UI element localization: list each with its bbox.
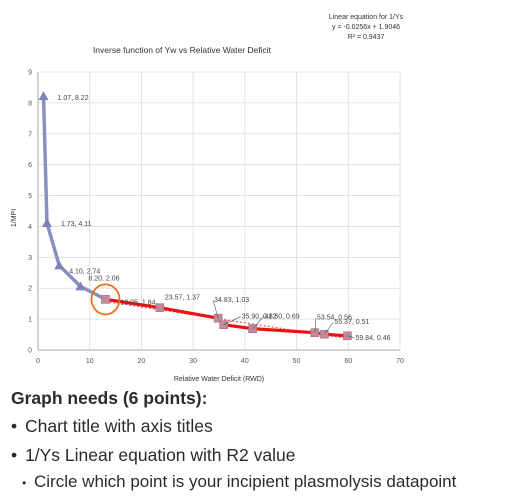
- incipient-plasmolysis-circle: [90, 283, 121, 316]
- data-label: 23.57, 1.37: [165, 295, 200, 302]
- y-tick-label: 5: [28, 193, 32, 200]
- y-tick-label: 6: [28, 162, 32, 169]
- x-tick-label: 20: [138, 358, 146, 365]
- chart: 0 1 2 3 4 5 6 7 8 9 0 10 20 30 40 50 60 70 1.07, 8.22 1.73…: [11, 14, 404, 383]
- data-point-marker: [38, 91, 49, 101]
- leader-line: [347, 335, 355, 339]
- notes-item-2: • 1/Ys Linear equation with R2 value: [11, 445, 295, 466]
- data-label: 34.83, 1.03: [214, 297, 249, 304]
- x-tick-label: 40: [241, 358, 249, 365]
- gridlines: [38, 71, 401, 350]
- notes-item-1-text: Chart title with axis titles: [25, 416, 213, 436]
- data-label: 59.84, 0.46: [355, 335, 390, 342]
- y-axis-title: 1/MPI: [11, 209, 18, 227]
- data-point-marker: [101, 295, 110, 304]
- data-label: 4.10, 2.74: [69, 268, 100, 275]
- y-tick-label: 3: [28, 255, 32, 262]
- data-point-marker: [41, 218, 52, 228]
- y-tick-label: 2: [28, 286, 32, 293]
- data-point-marker: [155, 303, 165, 312]
- trendline-line: [105, 300, 348, 340]
- x-tick-label: 30: [189, 358, 197, 365]
- x-axis-title: Relative Water Deficit (RWD): [174, 376, 264, 383]
- data-label: 55.37, 0.51: [334, 319, 369, 326]
- equation-text: y = -0.0256x + 1.9046: [332, 24, 400, 31]
- x-tick-label: 60: [344, 358, 352, 365]
- bullet-icon: •: [11, 445, 18, 465]
- axes: 0 1 2 3 4 5 6 7 8 9 0 10 20 30 40 50 60 70: [28, 70, 404, 366]
- leader-line: [223, 316, 241, 325]
- notes-heading: Graph needs (6 points):: [11, 388, 208, 408]
- data-label: 1.07, 8.22: [58, 95, 89, 102]
- x-tick-label: 10: [86, 358, 94, 365]
- y-tick-label: 4: [28, 224, 32, 231]
- chart-title: Inverse function of Yw vs Relative Water…: [93, 45, 272, 55]
- data-label: 41.50, 0.69: [265, 314, 300, 321]
- x-tick-label: 70: [396, 358, 404, 365]
- x-tick-label: 50: [293, 358, 301, 365]
- data-label: 1.73, 4.11: [61, 221, 92, 228]
- bullet-icon: •: [22, 476, 27, 490]
- trendline: [105, 300, 348, 340]
- leader-line: [324, 322, 334, 335]
- leader-line: [314, 317, 317, 333]
- data-point-marker: [75, 281, 86, 291]
- data-label: 53.54, 0.56: [317, 315, 352, 322]
- r-squared-text: R² = 0.9437: [348, 34, 385, 41]
- data-point-marker: [54, 260, 65, 270]
- y-tick-label: 0: [28, 348, 32, 355]
- series-layer: [38, 91, 352, 341]
- notes-item-1: • Chart title with axis titles: [11, 416, 213, 437]
- equation-title: Linear equation for 1/Ys: [329, 14, 404, 21]
- data-label: 35.90, 0.82: [242, 314, 277, 321]
- bullet-icon: •: [11, 416, 18, 436]
- y-tick-label: 7: [28, 131, 32, 138]
- leader-line: [252, 316, 264, 329]
- y-tick-label: 8: [28, 100, 32, 107]
- y-tick-label: 9: [28, 70, 32, 77]
- data-label: 8.20, 2.06: [88, 275, 119, 282]
- notes-item-3: • Circle which point is your incipient pl…: [22, 472, 456, 492]
- data-label: 13.05, 1.64: [120, 299, 155, 306]
- notes-item-2-text: 1/Ys Linear equation with R2 value: [25, 445, 296, 465]
- x-tick-label: 0: [36, 358, 40, 365]
- y-tick-label: 1: [28, 317, 32, 324]
- leader-line: [212, 300, 219, 319]
- notes-item-3-text: Circle which point is your incipient pla…: [34, 472, 457, 491]
- data-labels: 1.07, 8.22 1.73, 4.11 4.10, 2.748.20, 2.06…: [58, 95, 391, 342]
